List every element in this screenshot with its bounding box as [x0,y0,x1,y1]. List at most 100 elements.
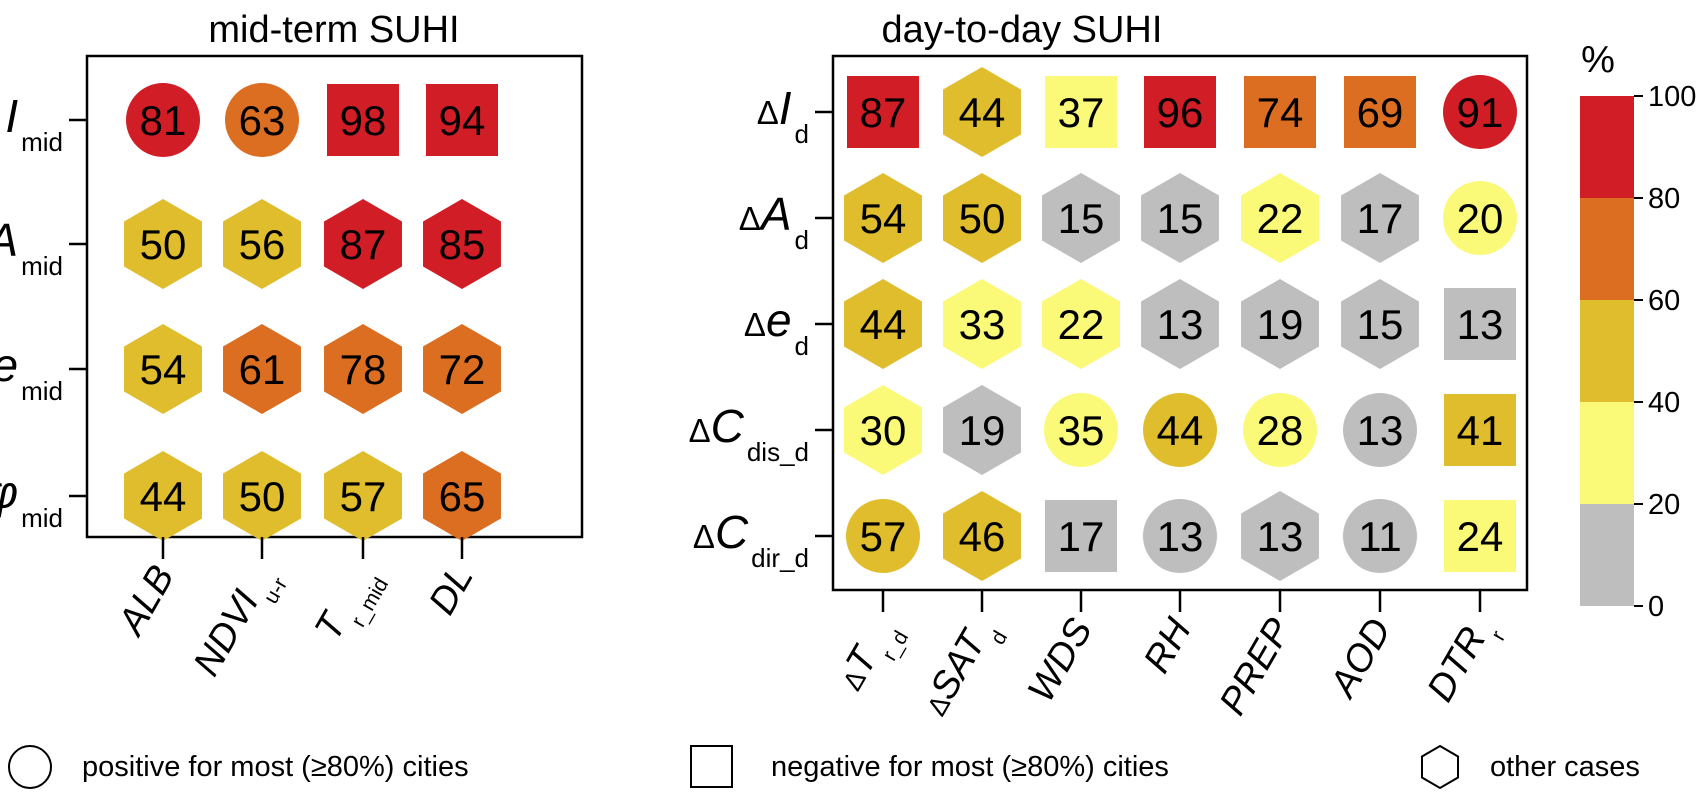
legend-hexagon-icon [1421,744,1459,790]
left-plot-frame [85,54,584,539]
heatmap-cell: 15 [1141,173,1219,263]
heatmap-cell: 28 [1243,393,1317,467]
heatmap-cell: 50 [223,451,301,541]
cell-value-label: 17 [1058,513,1105,560]
label-main: NDVI [186,583,268,683]
heatmap-cell: 19 [1241,279,1319,369]
colorbar-bin [1580,198,1634,300]
heatmap-cell: 35 [1044,393,1118,467]
cell-value-label: 33 [959,301,1006,348]
label-main: A [0,214,18,266]
cell-hexagon [423,451,501,541]
label-subscript: d [795,119,809,149]
cell-value-label: 13 [1157,513,1204,560]
heatmap-cell: 17 [1341,173,1419,263]
heatmap-cell: 44 [124,451,202,541]
cell-hexagon [324,199,402,289]
cell-value-label: 44 [860,301,907,348]
cell-hexagon [223,451,301,541]
colorbar-tick-label: 40 [1648,387,1680,419]
cell-value-label: 30 [860,407,907,454]
label-main: I [779,82,792,134]
cell-circle [1343,393,1417,467]
heatmap-cell: 41 [1444,394,1516,466]
label-subscript: mid [21,376,63,406]
cell-value-label: 54 [140,346,187,393]
label-main: φ [0,466,18,518]
cell-square [426,84,498,156]
cell-value-label: 35 [1058,407,1105,454]
x-tick-label: ALB [110,559,183,644]
cell-hexagon [943,67,1021,157]
heatmap-cell: 98 [327,84,399,156]
legend: positive for most (≥80%) cities negative… [8,744,1640,790]
cell-value-label: 54 [860,195,907,242]
label-main: ALB [110,559,183,644]
cell-value-label: 87 [340,221,387,268]
cell-hexagon [1341,279,1419,369]
cell-value-label: 94 [439,97,486,144]
x-tick-label: Tr_mid [307,559,393,654]
cell-square [1444,500,1516,572]
cell-value-label: 46 [959,513,1006,560]
label-main: T [307,604,356,648]
cell-value-label: 85 [439,221,486,268]
right-panel-title: day-to-day SUHI [882,9,1163,51]
cell-hexagon [943,173,1021,263]
heatmap-cell: 13 [1444,288,1516,360]
heatmap-cell: 94 [426,84,498,156]
left-panel-title: mid-term SUHI [208,9,459,51]
heatmap-cell: 56 [223,199,301,289]
colorbar-tick-label: 100 [1648,81,1696,113]
y-tick-label: ΔC dis_d [689,400,809,467]
heatmap-cell: 33 [943,279,1021,369]
colorbar-tick-label: 60 [1648,285,1680,317]
label-main: RH [1136,611,1200,680]
cell-hexagon [124,451,202,541]
heatmap-cell: 22 [1042,279,1120,369]
label-main: e [0,339,18,391]
legend-square-label: negative for most (≥80%) cities [771,751,1169,783]
heatmap-cell: 81 [126,83,200,157]
cell-value-label: 50 [239,473,286,520]
heatmap-cell: 44 [844,279,922,369]
colorbar-bin [1580,402,1634,504]
cell-hexagon [324,324,402,414]
x-tick-label: WDS [1020,612,1101,710]
cell-value-label: 15 [1058,195,1105,242]
colorbar-bin [1580,300,1634,402]
heatmap-cell: 44 [1143,393,1217,467]
heatmap-cell: 61 [223,324,301,414]
cell-value-label: 22 [1257,195,1304,242]
cell-hexagon [324,451,402,541]
cell-hexagon [844,385,922,475]
cell-value-label: 57 [860,513,907,560]
cell-hexagon [1341,173,1419,263]
cell-hexagon [1241,491,1319,581]
x-tick-label: AOD [1321,612,1400,706]
heatmap-cell: 54 [124,324,202,414]
heatmap-cell: 78 [324,324,402,414]
heatmap-cell: 87 [847,76,919,148]
cell-square [327,84,399,156]
cell-value-label: 96 [1157,89,1204,136]
heatmap-cell: 24 [1444,500,1516,572]
colorbar-tick-label: 20 [1648,489,1680,521]
cell-hexagon [124,199,202,289]
cell-hexagon [1042,279,1120,369]
x-tick-label: NDVIu-r [186,558,292,688]
cell-value-label: 13 [1357,407,1404,454]
cell-value-label: 19 [1257,301,1304,348]
legend-circle-icon [8,745,52,789]
cell-circle [846,499,920,573]
x-tick-label: ΔTr_d [829,612,913,704]
heatmap-cell: 13 [1343,393,1417,467]
y-tick-label: Δe d [744,294,809,361]
cell-hexagon [223,199,301,289]
cell-value-label: 78 [340,346,387,393]
x-tick-label: RH [1136,611,1200,680]
cell-hexagon [943,491,1021,581]
heatmap-cell: 72 [423,324,501,414]
y-tick-label: ΔI d [757,82,809,149]
